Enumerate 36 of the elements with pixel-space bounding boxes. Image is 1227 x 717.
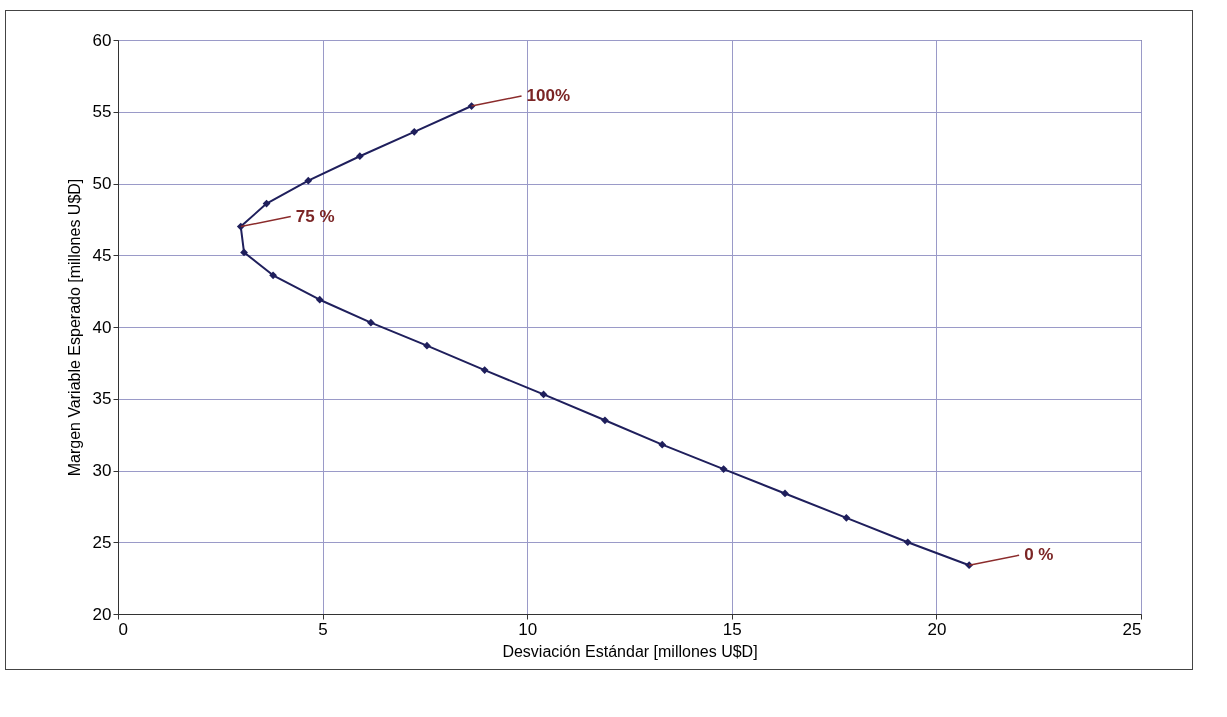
x-tick-label: 10 bbox=[518, 619, 538, 639]
annotation: 75 % bbox=[295, 206, 335, 226]
y-tick-label: 55 bbox=[92, 102, 112, 122]
x-axis-title: Desviación Estándar [millones U$D] bbox=[502, 642, 758, 660]
point bbox=[658, 440, 667, 449]
y-tick-label: 30 bbox=[92, 461, 112, 480]
point bbox=[719, 465, 728, 473]
point bbox=[315, 295, 324, 304]
point bbox=[480, 366, 489, 374]
point bbox=[367, 318, 375, 327]
x-tick-label: 0 bbox=[118, 619, 128, 639]
x-tick-label: 5 bbox=[318, 619, 328, 639]
point bbox=[304, 176, 313, 185]
y-tick-label: 20 bbox=[92, 604, 112, 624]
point bbox=[355, 152, 364, 161]
x-tick-label: 15 bbox=[722, 619, 742, 639]
x-tick-label: 20 bbox=[927, 619, 947, 639]
point bbox=[903, 538, 912, 547]
point bbox=[539, 390, 548, 399]
annotation: 0 % bbox=[1024, 545, 1054, 565]
point bbox=[269, 271, 277, 280]
y-tick-label: 60 bbox=[92, 30, 112, 50]
y-tick-label: 45 bbox=[92, 245, 112, 265]
point bbox=[601, 416, 609, 425]
y-tick-label: 50 bbox=[92, 174, 112, 193]
point bbox=[842, 513, 851, 522]
point bbox=[781, 489, 789, 498]
y-tick-label: 40 bbox=[92, 317, 112, 337]
y-axis-title: Margen Variable Esperado [millones U$D] bbox=[65, 178, 83, 477]
point bbox=[423, 341, 431, 350]
point bbox=[410, 127, 419, 136]
x-tick-label: 25 bbox=[1122, 619, 1142, 639]
y-tick-label: 25 bbox=[92, 532, 112, 552]
point bbox=[240, 248, 248, 257]
annotation: 100% bbox=[526, 86, 571, 106]
y-tick-label: 35 bbox=[92, 389, 112, 409]
